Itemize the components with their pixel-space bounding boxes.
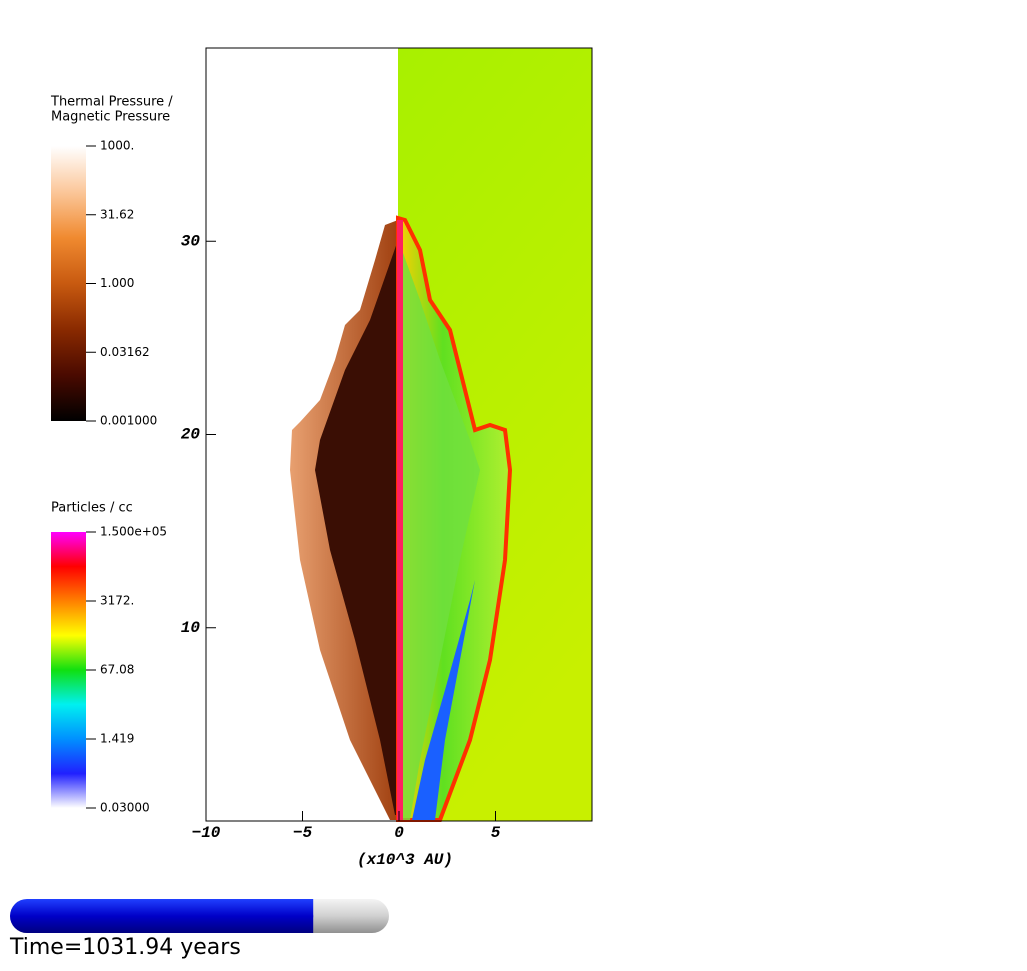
y-tick-label: 10: [181, 619, 201, 637]
jet-left-core: [315, 240, 398, 815]
field-image: [290, 48, 592, 822]
colorbar-tick-label: 1000.: [100, 139, 134, 153]
colorbar-tick-label: 1.500e+05: [100, 525, 167, 539]
y-tick-label: 20: [181, 426, 201, 444]
colorbar-tick-label: 0.03162: [100, 345, 150, 359]
colorbar-title: Magnetic Pressure: [51, 110, 170, 125]
y-tick-label: 30: [181, 232, 201, 250]
colorbar-tick-label: 1.000: [100, 276, 134, 290]
x-tick-label: −5: [293, 824, 313, 842]
colorbar-tick-label: 3172.: [100, 594, 134, 608]
colorbar-title: Thermal Pressure /: [50, 95, 173, 110]
jet-axis: [397, 220, 403, 820]
colorbar-tick-label: 67.08: [100, 663, 134, 677]
x-tick-label: 0: [394, 824, 404, 842]
colorbar-tick-label: 0.001000: [100, 414, 157, 428]
colorbar-tick-label: 0.03000: [100, 801, 150, 815]
colorbar-tick-label: 1.419: [100, 731, 134, 745]
time-label: Time=1031.94 years: [9, 935, 241, 960]
colorbar-title: Particles / cc: [51, 501, 133, 516]
time-progress-edge: [296, 899, 314, 933]
x-axis-label: (x10^3 AU): [357, 851, 453, 869]
colorbar: [51, 532, 86, 808]
jet-right-core: [402, 250, 480, 820]
x-tick-label: −10: [192, 824, 221, 842]
colorbar: [51, 146, 86, 421]
low-density-wedge: [412, 580, 475, 820]
x-tick-label: 5: [491, 824, 501, 842]
time-progress: [10, 899, 314, 933]
time-slider: Time=1031.94 years: [9, 899, 389, 960]
colorbar-tick-label: 31.62: [100, 207, 134, 221]
